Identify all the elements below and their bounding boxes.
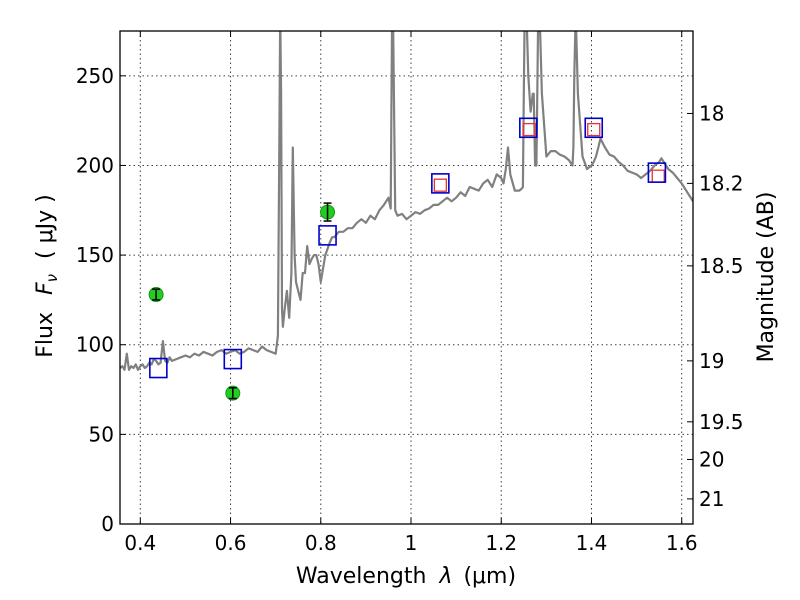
y-tick-label: 200 — [76, 153, 114, 177]
y-tick-label: 150 — [76, 243, 114, 267]
y-tick-label: 50 — [89, 422, 114, 446]
plot-series — [120, 31, 693, 371]
photometry-point — [148, 287, 164, 303]
y2-tick-label: 19.5 — [699, 410, 744, 434]
model-broadband-marker — [318, 225, 337, 246]
x-tick-label: 1.2 — [485, 531, 517, 555]
y2-axis-ticks: 18 18.2 18.5 19 19.5 20 21 — [687, 101, 744, 511]
x-tick-label: 1.4 — [576, 531, 608, 555]
y2-tick-label: 18.5 — [699, 254, 744, 278]
y2-tick-label: 18.2 — [699, 171, 744, 195]
y-axis-label: Flux Fν ( μJy ) — [33, 194, 63, 357]
model-broadband-marker — [223, 348, 243, 370]
x-axis-ticks: 0.4 0.6 0.8 1 1.2 1.4 1.6 — [124, 31, 698, 555]
x-tick-label: 1.6 — [666, 531, 698, 555]
y2-axis-label: Magnitude (AB) — [754, 192, 779, 363]
observed-nir-marker — [651, 169, 665, 183]
model-broadband-marker — [149, 357, 168, 379]
plot-frame — [119, 30, 694, 525]
model-broadband-marker — [519, 117, 538, 139]
y-tick-label: 0 — [101, 512, 114, 536]
photometry-point — [225, 385, 241, 401]
observed-nir-marker — [433, 178, 447, 192]
y-tick-label: 100 — [76, 333, 114, 357]
observed-nir-marker — [522, 122, 536, 137]
spectrum-line — [120, 31, 693, 371]
y2-tick-label: 20 — [699, 447, 724, 471]
x-tick-label: 0.8 — [305, 531, 337, 555]
x-tick-label: 0.4 — [124, 531, 156, 555]
model-broadband-marker — [584, 117, 604, 139]
model-broadband-marker — [431, 173, 450, 194]
y2-tick-label: 21 — [699, 487, 724, 511]
observed-nir-marker — [587, 122, 601, 137]
y-tick-label: 250 — [76, 64, 114, 88]
x-tick-label: 0.6 — [215, 531, 247, 555]
grid — [120, 31, 693, 524]
model-broadband-marker — [647, 162, 667, 183]
x-tick-label: 1 — [405, 531, 418, 555]
y2-tick-label: 19 — [699, 349, 724, 373]
y2-tick-label: 18 — [699, 101, 724, 125]
plot-markers — [148, 117, 667, 401]
y-axis-ticks: 0 50 100 150 200 250 — [76, 64, 126, 536]
x-axis-label: Wavelength λ (μm) — [296, 564, 516, 589]
photometry-point — [320, 202, 336, 222]
